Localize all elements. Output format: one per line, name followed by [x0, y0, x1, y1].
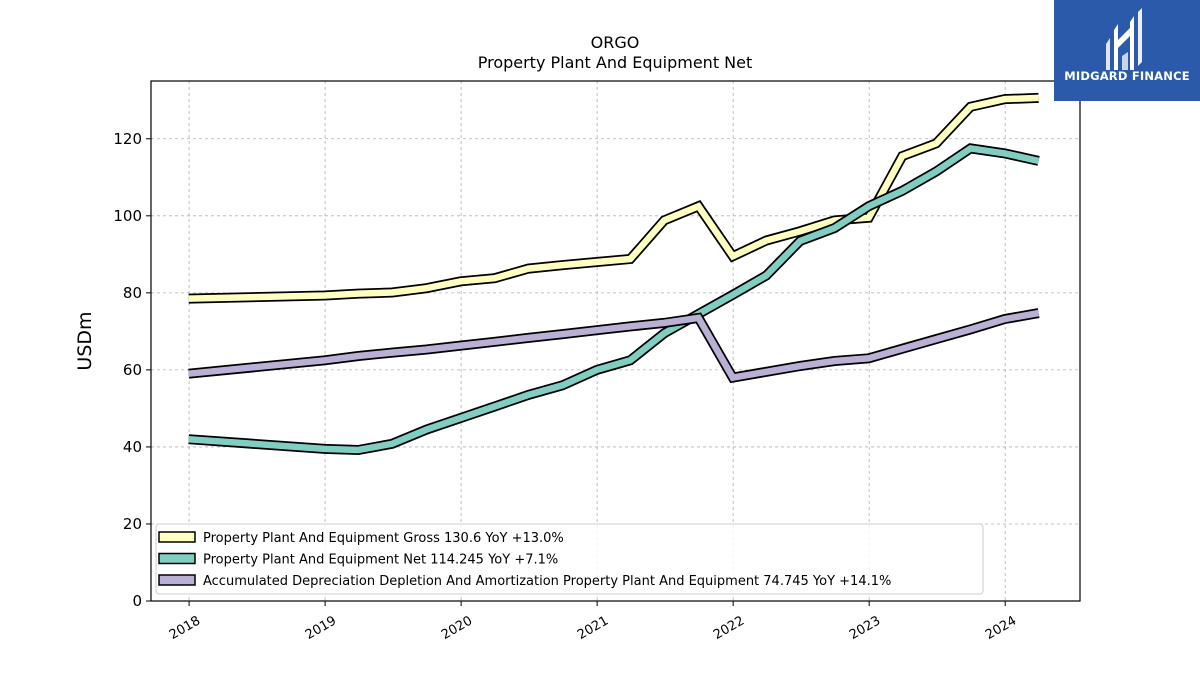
- series-line-1: [188, 94, 1039, 302]
- legend-swatch: [158, 574, 196, 586]
- midgard-finance-logo: MIDGARD FINANCE: [1054, 0, 1200, 101]
- y-tick-label: 60: [123, 361, 142, 379]
- y-tick-label: 0: [132, 592, 142, 610]
- series-lines: [188, 92, 1040, 456]
- y-tick-label: 120: [113, 130, 142, 148]
- legend-label: Property Plant And Equipment Net 114.245…: [203, 553, 558, 568]
- y-axis-label: USDm: [74, 311, 96, 370]
- series-line-outline: [188, 92, 1039, 304]
- plot-frame: [150, 80, 1081, 602]
- legend-box: [155, 523, 984, 595]
- legend-label: Property Plant And Equipment Gross 130.6…: [203, 531, 564, 546]
- legend-swatch: [158, 531, 196, 543]
- logo-mark-icon: [1106, 8, 1142, 70]
- x-tick-label: 2024: [983, 613, 1019, 643]
- y-tick-label: 80: [123, 284, 142, 302]
- chart-subtitle: Property Plant And Equipment Net: [478, 53, 753, 72]
- legend: Property Plant And Equipment Gross 130.6…: [155, 523, 984, 595]
- chart-title: ORGO: [591, 33, 640, 52]
- y-tick-label: 100: [113, 207, 142, 225]
- y-tick-label: 20: [123, 515, 142, 533]
- y-tick-label: 40: [123, 438, 142, 456]
- logo-text: MIDGARD FINANCE: [1064, 69, 1190, 83]
- x-tick-label: 2019: [303, 613, 339, 643]
- legend-swatch: [158, 552, 196, 565]
- x-tick-label: 2018: [167, 613, 203, 643]
- x-tick-label: 2023: [847, 613, 883, 643]
- x-tick-label: 2021: [575, 613, 611, 643]
- series-line-2: [188, 145, 1040, 454]
- legend-label: Accumulated Depreciation Depletion And A…: [203, 574, 891, 589]
- x-tick-label: 2022: [711, 613, 747, 643]
- x-tick-label: 2020: [439, 613, 475, 643]
- series-line-3: [188, 309, 1040, 382]
